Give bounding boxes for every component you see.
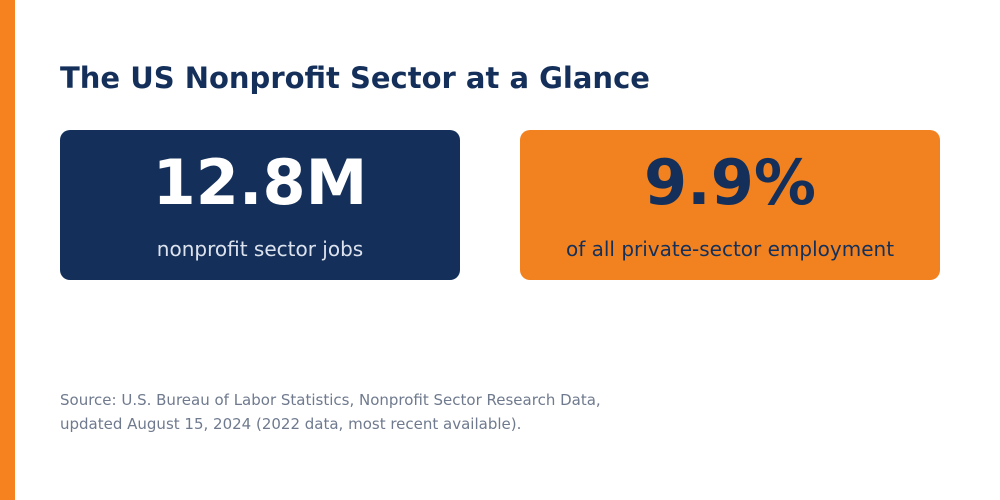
stat-card-jobs: 12.8M nonprofit sector jobs	[60, 130, 460, 280]
page-title: The US Nonprofit Sector at a Glance	[60, 61, 650, 95]
stat-label-jobs: nonprofit sector jobs	[156, 237, 364, 261]
source-line-2: updated August 15, 2024 (2022 data, most…	[60, 415, 522, 433]
stat-label-employment-share: of all private-sector employment	[565, 237, 895, 261]
stat-value-jobs: 12.8M	[152, 146, 368, 219]
left-accent-bar	[0, 0, 15, 500]
source-note: Source: U.S. Bureau of Labor Statistics,…	[60, 388, 760, 436]
source-line-1: Source: U.S. Bureau of Labor Statistics,…	[60, 391, 601, 409]
stat-value-employment-share: 9.9%	[644, 146, 816, 219]
stat-card-employment-share: 9.9% of all private-sector employment	[520, 130, 940, 280]
